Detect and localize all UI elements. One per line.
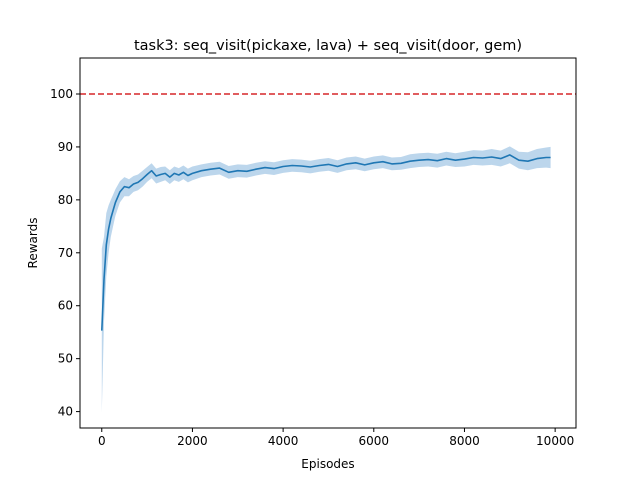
x-tick-label: 8000: [449, 434, 480, 448]
y-tick-label: 50: [58, 352, 73, 366]
y-tick-label: 70: [58, 246, 73, 260]
x-tick-label: 4000: [268, 434, 299, 448]
chart-title: task3: seq_visit(pickaxe, lava) + seq_vi…: [134, 38, 522, 54]
x-tick-label: 0: [98, 434, 106, 448]
axis-ticks: 0 2000 4000 6000 8000 10000 40 50 60 70 80 90 100: [50, 87, 574, 448]
plot-area: [80, 93, 576, 413]
x-axis-label: Episodes: [301, 457, 354, 471]
y-tick-label: 40: [58, 405, 73, 419]
y-tick-label: 60: [58, 299, 73, 313]
mean-reward-line: [101, 154, 551, 331]
x-tick-label: 10000: [536, 434, 574, 448]
x-tick-label: 6000: [359, 434, 390, 448]
y-tick-label: 80: [58, 193, 73, 207]
y-tick-label: 90: [58, 140, 73, 154]
x-tick-label: 2000: [177, 434, 208, 448]
axes-frame: [79, 57, 577, 429]
y-tick-label: 100: [50, 87, 73, 101]
confidence-band: [101, 146, 551, 413]
y-axis-label: Rewards: [26, 218, 40, 269]
